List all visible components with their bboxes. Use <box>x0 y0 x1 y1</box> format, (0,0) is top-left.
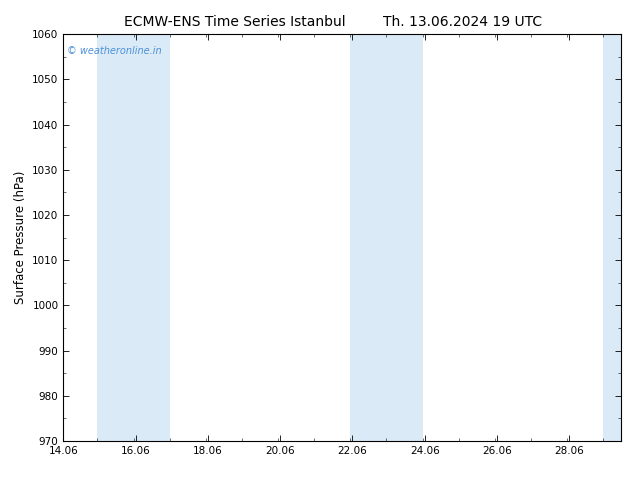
Bar <box>387 34 423 441</box>
Bar <box>604 34 625 441</box>
Text: Th. 13.06.2024 19 UTC: Th. 13.06.2024 19 UTC <box>384 15 542 29</box>
Text: © weatheronline.in: © weatheronline.in <box>67 46 161 55</box>
Y-axis label: Surface Pressure (hPa): Surface Pressure (hPa) <box>14 171 27 304</box>
Bar <box>351 34 387 441</box>
Bar <box>98 34 134 441</box>
Bar <box>134 34 170 441</box>
Text: ECMW-ENS Time Series Istanbul: ECMW-ENS Time Series Istanbul <box>124 15 346 29</box>
